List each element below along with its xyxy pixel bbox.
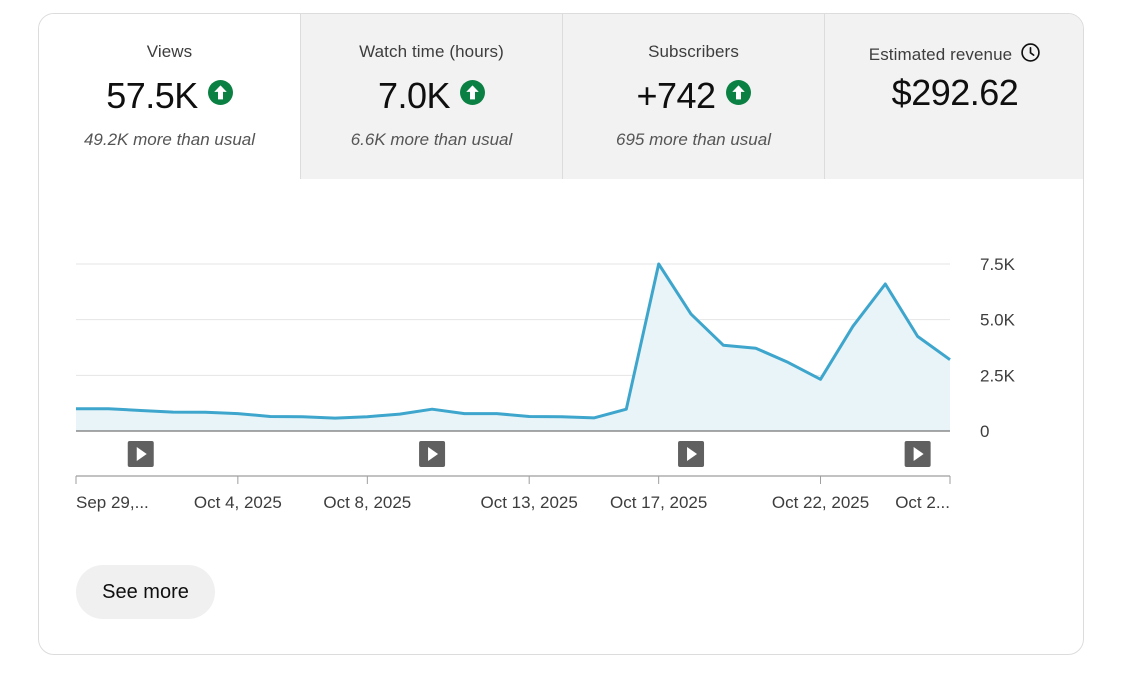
arrow-up-circle-icon	[207, 72, 233, 114]
tab-views[interactable]: Views 57.5K 49.2K more than usual	[39, 14, 300, 179]
x-tick-label: Oct 17, 2025	[610, 493, 707, 512]
tab-watch-time-number: 7.0K	[377, 75, 451, 116]
y-tick-label: 5.0K	[980, 311, 1016, 330]
tab-watch-time[interactable]: Watch time (hours) 7.0K 6.6K more than u…	[300, 14, 562, 179]
tab-views-note: 49.2K more than usual	[83, 130, 256, 149]
tab-watch-time-value: 7.0K	[301, 72, 562, 117]
tab-subscribers-note: 695 more than usual	[616, 130, 771, 149]
play-icon[interactable]	[419, 441, 446, 467]
tab-revenue-value: $292.62	[891, 72, 1019, 113]
arrow-up-circle-icon	[460, 72, 486, 114]
metric-tabs: Views 57.5K 49.2K more than usual Watch …	[39, 14, 1083, 179]
x-tick-label: Oct 8, 2025	[323, 493, 411, 512]
see-more-button[interactable]: See more	[76, 565, 215, 619]
play-icon[interactable]	[678, 441, 705, 467]
x-tick-label: Oct 13, 2025	[481, 493, 578, 512]
tab-subscribers-number: +742	[636, 75, 716, 116]
y-tick-label: 0	[980, 422, 989, 441]
play-icon[interactable]	[127, 441, 154, 467]
views-area-fill	[76, 264, 950, 431]
y-tick-label: 2.5K	[980, 366, 1016, 385]
tab-views-value: 57.5K	[39, 72, 300, 117]
tab-estimated-revenue[interactable]: Estimated revenue $292.62	[824, 14, 1083, 179]
y-tick-label: 7.5K	[980, 255, 1016, 274]
analytics-card: Views 57.5K 49.2K more than usual Watch …	[38, 13, 1084, 655]
clock-icon[interactable]	[1020, 42, 1041, 68]
tab-views-number: 57.5K	[106, 75, 198, 116]
tab-revenue-label-row: Estimated revenue	[825, 42, 1083, 68]
play-icon[interactable]	[904, 441, 931, 467]
x-tick-label: Sep 29,...	[76, 493, 149, 512]
tab-revenue-label: Estimated revenue	[868, 45, 1013, 64]
tab-subscribers[interactable]: Subscribers +742 695 more than usual	[562, 14, 824, 179]
tab-subscribers-value: +742	[563, 72, 824, 117]
x-tick-label: Oct 22, 2025	[772, 493, 869, 512]
tab-views-label: Views	[146, 42, 193, 61]
views-chart: 0 2.5K 5.0K 7.5K Sep 29,... Oct 4, 2025 Oct 8…	[75, 255, 1016, 512]
tab-watch-time-label: Watch time (hours)	[359, 42, 504, 61]
tab-watch-time-note: 6.6K more than usual	[350, 130, 513, 149]
views-series-line	[76, 262, 951, 420]
x-tick-label: Oct 2...	[895, 493, 950, 512]
tab-subscribers-label: Subscribers	[648, 42, 739, 61]
arrow-up-circle-icon	[725, 72, 751, 114]
x-tick-label: Oct 4, 2025	[194, 493, 282, 512]
